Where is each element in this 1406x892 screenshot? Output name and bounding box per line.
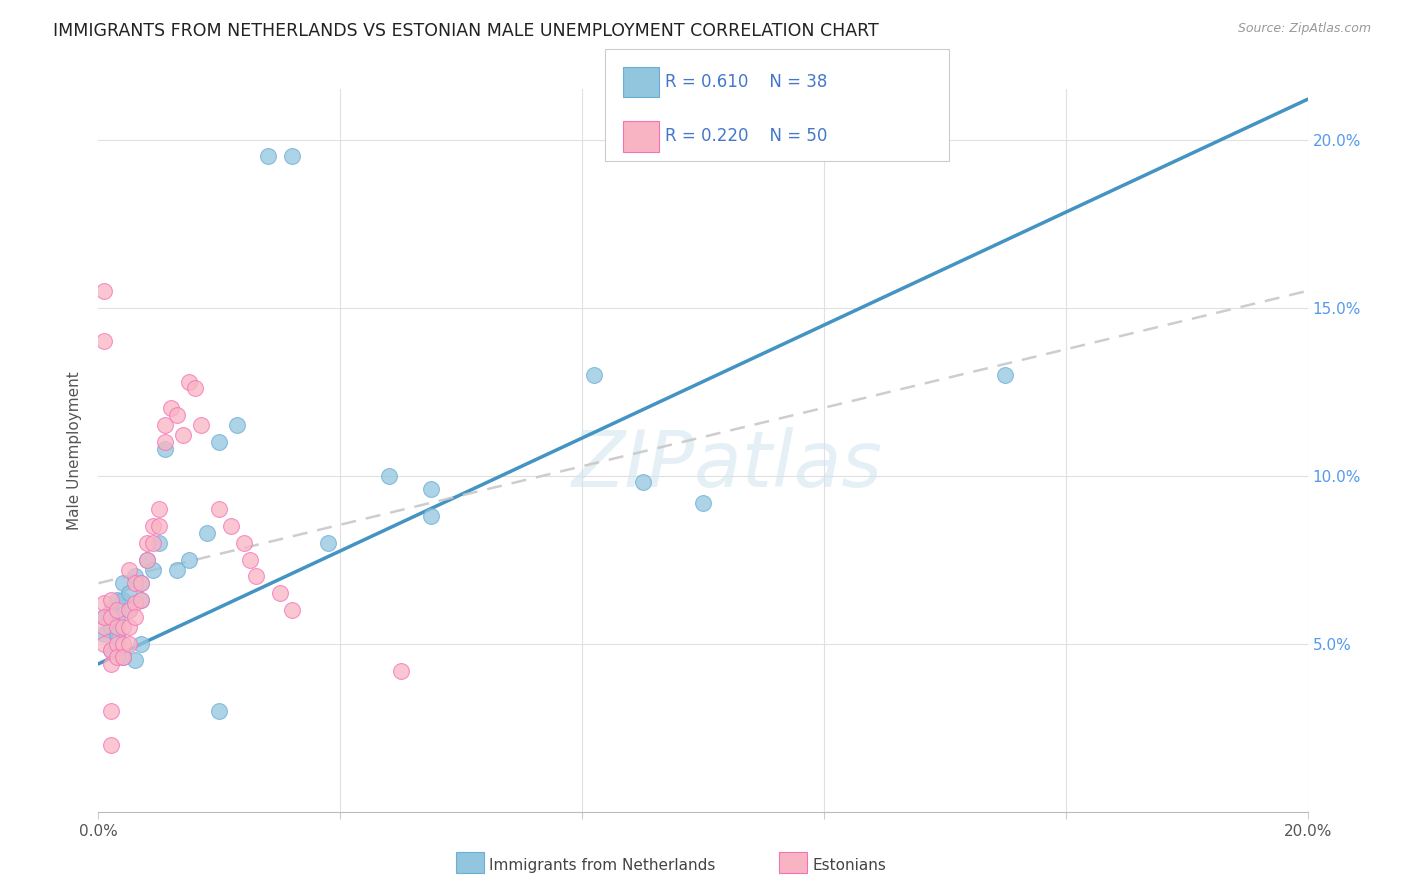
Point [245,569,267,583]
Point [142,519,165,533]
Point [129,593,152,607]
Point [93,609,115,624]
Point [111,650,134,665]
Point [93,596,115,610]
Point [208,502,231,516]
Point [166,408,188,422]
Point [208,704,231,718]
Point [153,418,176,433]
Point [190,418,212,433]
Point [100,643,122,657]
Point [583,368,606,382]
Point [153,442,176,456]
Point [160,401,183,416]
Point [232,536,254,550]
Point [420,508,443,523]
Point [124,609,146,624]
Text: Immigrants from Netherlands: Immigrants from Netherlands [489,858,716,872]
Point [166,563,188,577]
Point [148,519,170,533]
Point [631,475,654,490]
Point [692,495,714,509]
Point [118,603,141,617]
Point [208,435,231,450]
Point [256,149,278,163]
Point [153,435,176,450]
Point [93,637,115,651]
Point [124,596,146,610]
Point [100,738,122,752]
Point [111,637,134,651]
Point [105,593,128,607]
Point [129,576,152,591]
Point [111,620,134,634]
Text: R = 0.610    N = 38: R = 0.610 N = 38 [665,73,827,91]
Point [172,428,194,442]
Point [118,620,141,634]
Point [281,603,304,617]
Point [179,552,201,566]
Point [118,563,141,577]
Point [129,593,152,607]
Point [93,609,115,624]
Point [129,637,152,651]
Point [148,502,170,516]
Text: Estonians: Estonians [813,858,887,872]
Point [124,569,146,583]
Point [100,593,122,607]
Point [179,375,201,389]
Point [100,620,122,634]
Point [195,525,218,540]
Point [100,657,122,671]
Point [124,653,146,667]
Point [148,536,170,550]
Point [420,482,443,496]
Point [239,552,262,566]
Point [105,637,128,651]
Point [135,552,157,566]
Point [142,536,165,550]
Point [93,334,115,349]
Point [111,650,134,665]
Point [142,563,165,577]
Point [269,586,291,600]
Point [93,626,115,640]
Point [105,626,128,640]
Point [105,603,128,617]
Point [111,576,134,591]
Point [118,603,141,617]
Point [389,664,412,678]
Point [100,603,122,617]
Point [316,536,339,550]
Point [226,418,249,433]
Point [377,468,399,483]
Point [281,149,304,163]
Text: R = 0.220    N = 50: R = 0.220 N = 50 [665,128,827,145]
Point [184,381,207,395]
Text: IMMIGRANTS FROM NETHERLANDS VS ESTONIAN MALE UNEMPLOYMENT CORRELATION CHART: IMMIGRANTS FROM NETHERLANDS VS ESTONIAN … [53,22,879,40]
Text: Source: ZipAtlas.com: Source: ZipAtlas.com [1237,22,1371,36]
Point [221,519,243,533]
Point [135,552,157,566]
Point [129,576,152,591]
Point [105,620,128,634]
Point [124,576,146,591]
Point [93,620,115,634]
Point [111,593,134,607]
Point [135,536,157,550]
Point [994,368,1017,382]
Point [118,586,141,600]
Point [118,637,141,651]
Y-axis label: Male Unemployment: Male Unemployment [67,371,83,530]
Point [100,643,122,657]
Point [100,609,122,624]
Point [100,704,122,718]
Point [105,650,128,665]
Text: ZIPatlas: ZIPatlas [572,427,883,503]
Point [105,609,128,624]
Point [93,284,115,298]
